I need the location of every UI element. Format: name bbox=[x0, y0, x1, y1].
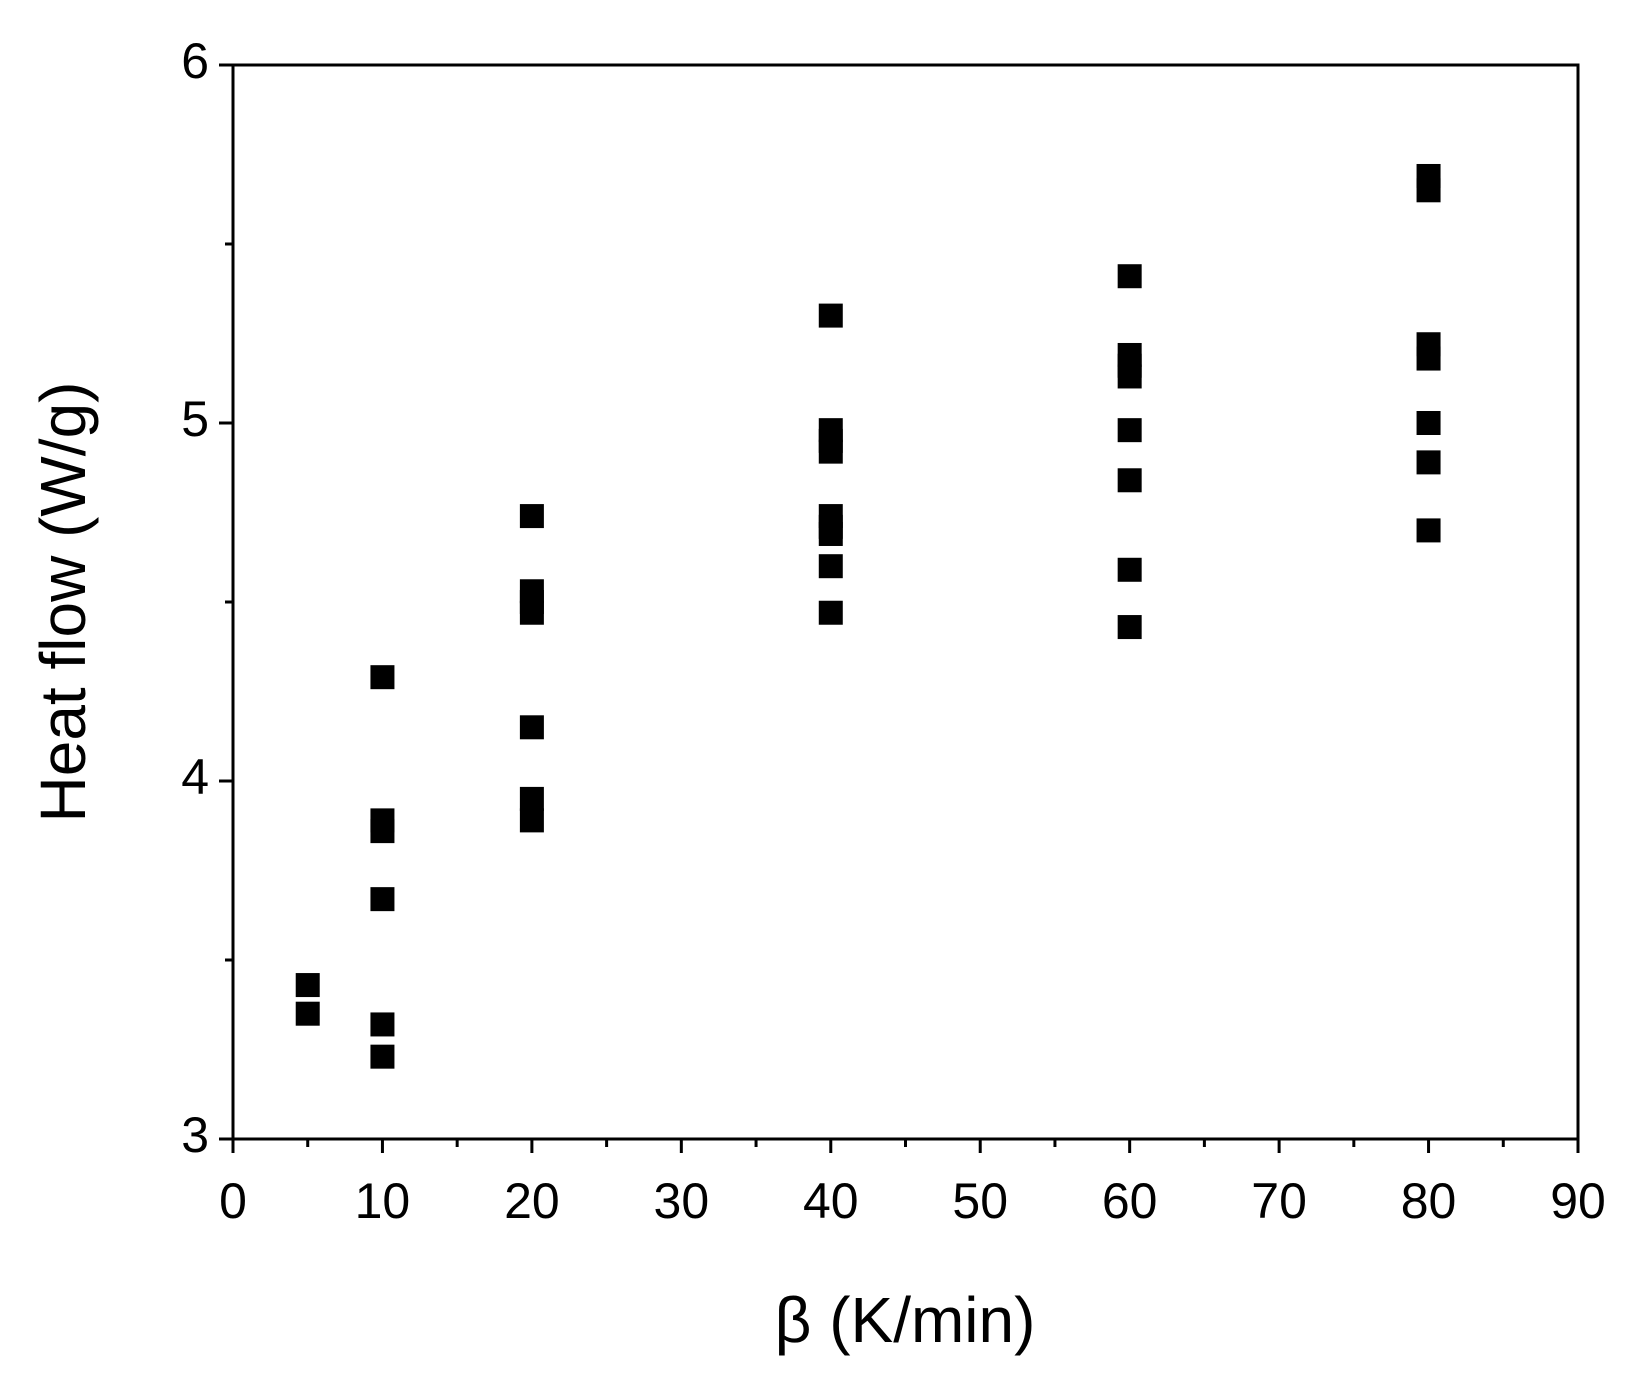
x-tick-label: 80 bbox=[1401, 1173, 1457, 1229]
data-point bbox=[519, 715, 544, 740]
data-point bbox=[1416, 346, 1441, 371]
data-point bbox=[818, 554, 843, 579]
data-point bbox=[1416, 178, 1441, 203]
data-point bbox=[1117, 557, 1142, 582]
data-point bbox=[519, 504, 544, 529]
plot-frame bbox=[231, 63, 1580, 1141]
data-point bbox=[370, 887, 395, 912]
data-point bbox=[519, 808, 544, 833]
x-tick-label: 40 bbox=[803, 1173, 859, 1229]
data-point bbox=[1117, 615, 1142, 640]
data-point bbox=[1416, 411, 1441, 435]
data-point bbox=[519, 600, 544, 625]
x-tick-label: 0 bbox=[219, 1173, 247, 1229]
data-point bbox=[295, 1001, 320, 1026]
y-tick-label: 5 bbox=[181, 391, 209, 447]
x-tick-label: 10 bbox=[355, 1173, 411, 1229]
x-tick-label: 50 bbox=[952, 1173, 1008, 1229]
data-point bbox=[1416, 450, 1441, 475]
data-point bbox=[818, 439, 843, 464]
y-tick-label: 3 bbox=[181, 1107, 209, 1163]
y-axis-title: Heat flow (W/g) bbox=[27, 382, 99, 823]
x-tick-label: 70 bbox=[1251, 1173, 1307, 1229]
x-axis-title: β (K/min) bbox=[775, 1284, 1036, 1356]
data-point bbox=[370, 1012, 395, 1037]
data-point bbox=[818, 600, 843, 625]
x-tick-label: 30 bbox=[654, 1173, 710, 1229]
x-tick-label: 20 bbox=[504, 1173, 560, 1229]
x-tick-label: 90 bbox=[1550, 1173, 1606, 1229]
x-tick-label: 60 bbox=[1102, 1173, 1158, 1229]
data-point bbox=[818, 303, 843, 328]
data-point bbox=[1416, 518, 1441, 543]
data-point bbox=[1117, 264, 1142, 289]
data-point bbox=[1117, 418, 1142, 443]
data-point bbox=[370, 665, 395, 690]
data-point bbox=[370, 819, 395, 844]
y-tick-label: 4 bbox=[181, 749, 209, 805]
data-point bbox=[370, 1044, 395, 1069]
data-point bbox=[519, 786, 544, 811]
y-tick-label: 6 bbox=[181, 33, 209, 89]
data-point bbox=[295, 973, 320, 998]
data-point bbox=[818, 521, 843, 546]
data-point bbox=[1117, 364, 1142, 389]
data-point bbox=[1117, 468, 1142, 493]
